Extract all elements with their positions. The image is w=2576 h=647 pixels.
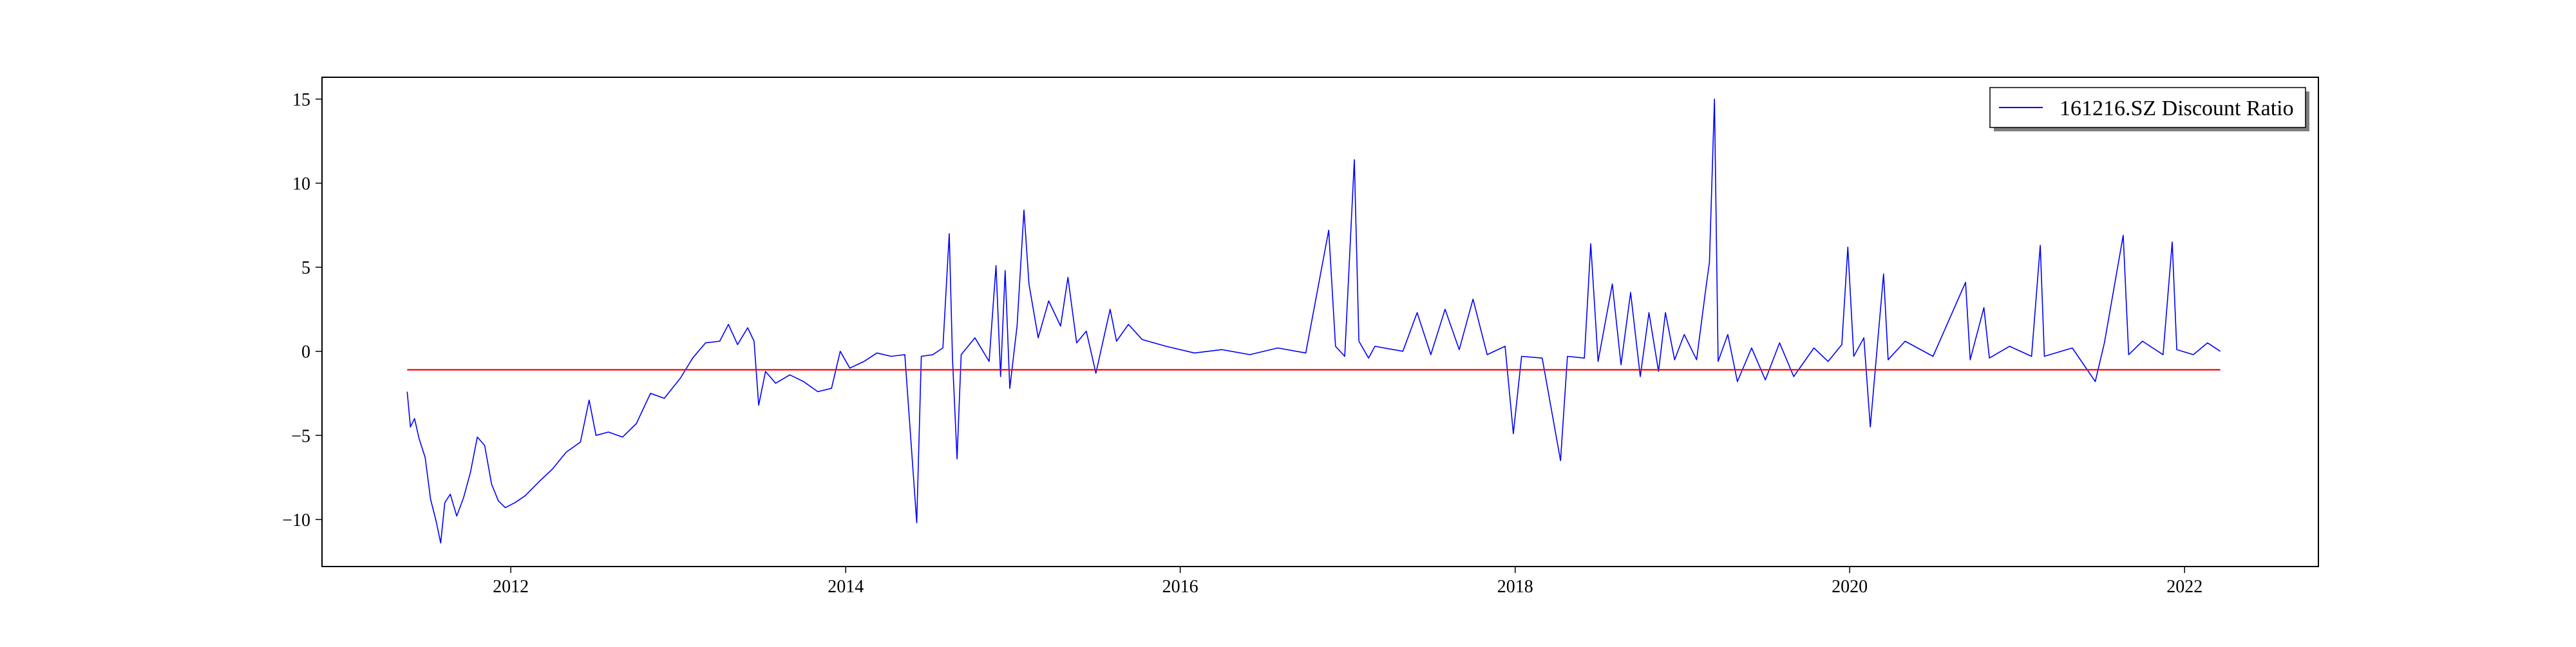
y-tick-label: −10 bbox=[282, 511, 310, 530]
x-tick-label: 2018 bbox=[1497, 577, 1533, 597]
x-tick-label: 2012 bbox=[493, 577, 529, 597]
series-layer bbox=[406, 98, 2221, 544]
y-tick-label: 5 bbox=[301, 258, 310, 278]
legend: 161216.SZ Discount Ratio bbox=[1989, 87, 2309, 131]
y-tick-label: 15 bbox=[292, 90, 310, 110]
axis-layer: 2012 2014 2016 2018 2020 2022 −10 −5 0 5 10 15 bbox=[282, 90, 2202, 597]
y-tick-label: 10 bbox=[292, 174, 310, 194]
x-tick-label: 2016 bbox=[1162, 577, 1198, 597]
legend-label-discount-ratio: 161216.SZ Discount Ratio bbox=[2060, 97, 2294, 120]
y-tick-label: 0 bbox=[301, 342, 310, 362]
x-tick-label: 2020 bbox=[1832, 577, 1868, 597]
x-tick-label: 2022 bbox=[2166, 577, 2202, 597]
series-line-discount-ratio bbox=[406, 98, 2221, 544]
plot-frame bbox=[321, 77, 2319, 567]
y-tick-label: −5 bbox=[291, 426, 310, 446]
x-tick-label: 2014 bbox=[828, 577, 864, 597]
